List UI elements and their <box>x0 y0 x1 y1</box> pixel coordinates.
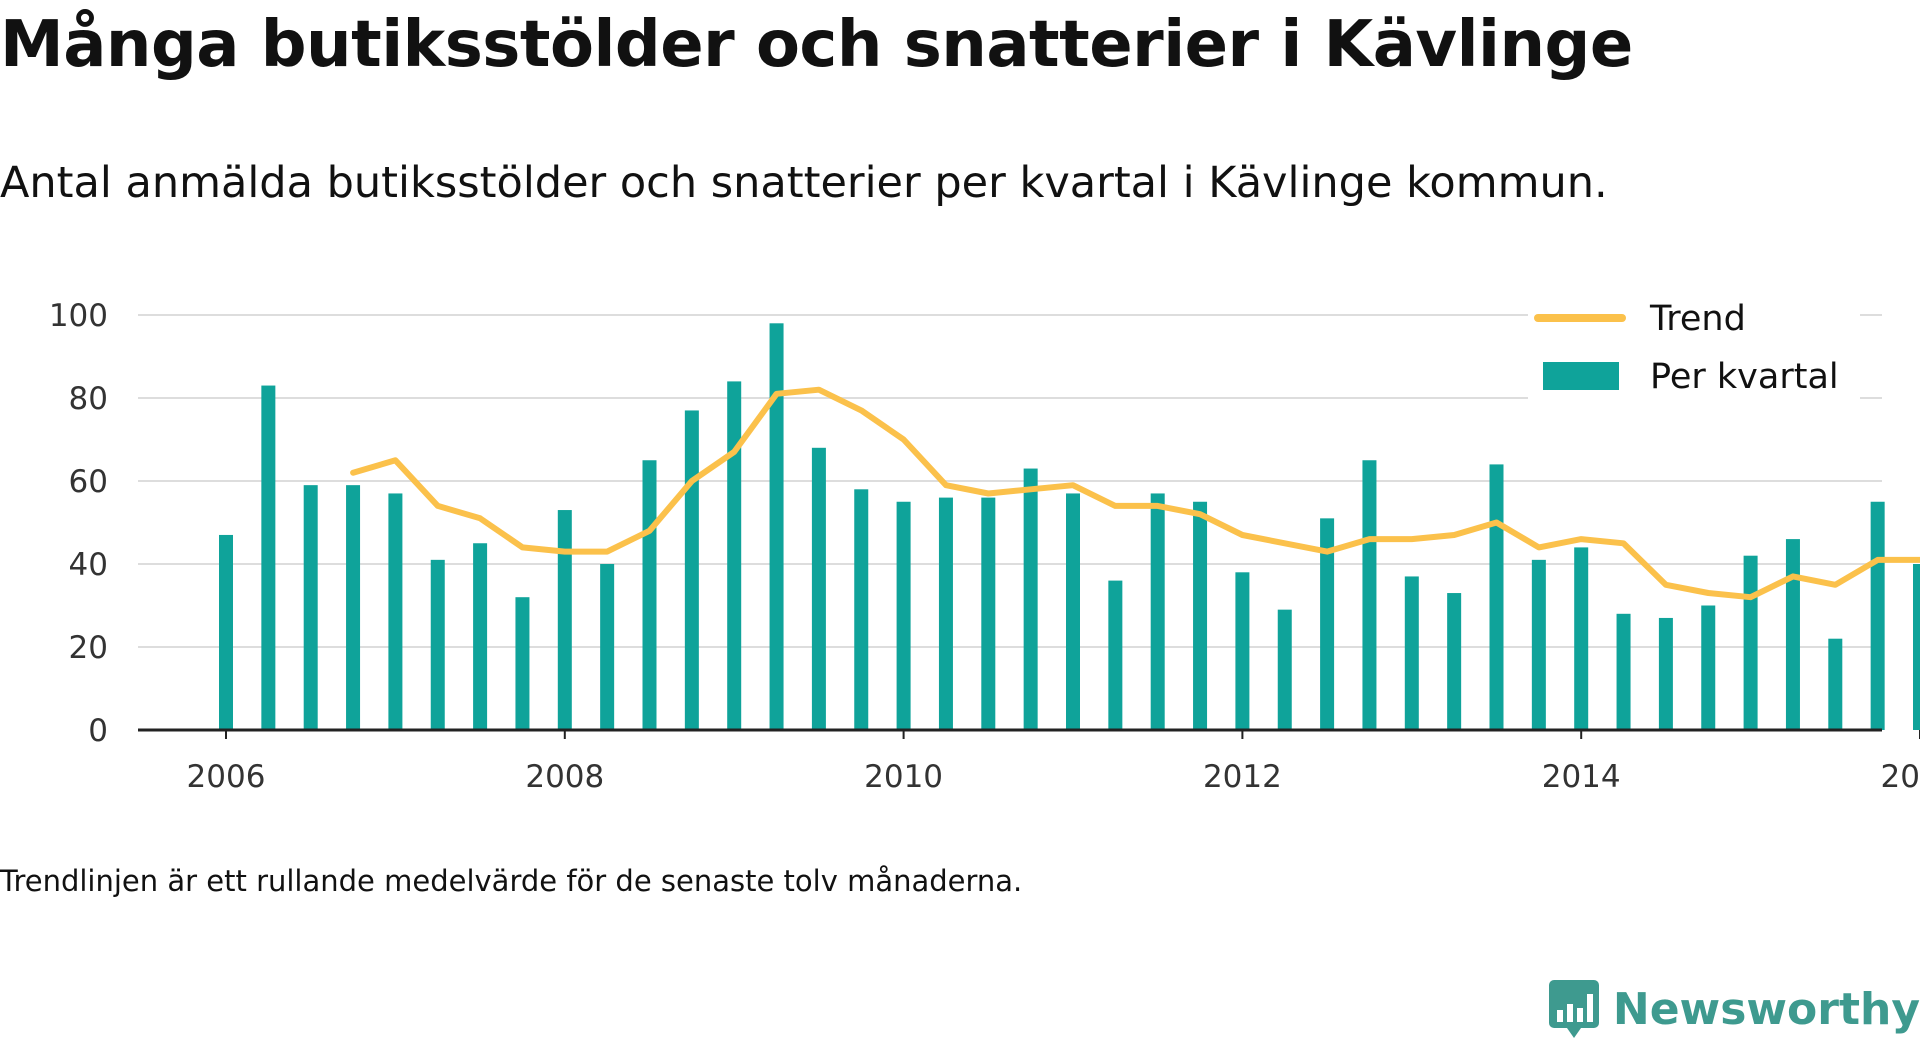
x-axis-ticks: 2006200820102012201420162018202020222024 <box>187 730 1920 795</box>
x-tick-label: 2012 <box>1203 759 1282 795</box>
chart-subtitle: Antal anmälda butiksstölder och snatteri… <box>0 158 1608 208</box>
y-axis-ticks: 0 20 40 60 80 100 <box>49 298 108 749</box>
legend-bars-label: Per kvartal <box>1650 357 1839 397</box>
legend-trend-label: Trend <box>1649 299 1746 339</box>
bar <box>1828 638 1843 730</box>
bar <box>219 534 233 730</box>
bar <box>1785 539 1800 730</box>
legend: Trend Per kvartal <box>1528 292 1860 428</box>
trend-line <box>350 386 1920 601</box>
bar <box>854 489 869 730</box>
bar <box>769 323 784 730</box>
bar <box>811 447 826 730</box>
y-tick-label: 20 <box>69 630 108 666</box>
x-tick-label: 2010 <box>864 759 943 795</box>
y-tick-label: 0 <box>88 713 108 749</box>
chart-area: 0 20 40 60 80 100 2006 2008 2010 2012 2014 2016 20 1… <box>49 292 1920 795</box>
bar <box>727 381 742 730</box>
bar <box>1150 493 1165 730</box>
bar <box>1701 605 1716 730</box>
bar <box>1277 609 1292 730</box>
bar <box>1870 501 1885 730</box>
bar <box>1404 576 1419 730</box>
bar <box>1066 493 1080 730</box>
bar <box>1320 518 1335 730</box>
bar <box>981 497 996 730</box>
x-tick-label: 2008 <box>525 759 604 795</box>
bar <box>1531 559 1546 730</box>
newsworthy-logo-icon <box>1548 980 1599 1038</box>
bar <box>303 485 318 730</box>
legend-bar-swatch <box>1543 362 1619 390</box>
bar <box>346 485 361 730</box>
bar <box>1574 547 1589 730</box>
bar <box>1447 593 1462 730</box>
y-tick-label: 100 <box>49 298 108 334</box>
bar <box>1913 564 1920 730</box>
bar <box>1616 613 1631 730</box>
bar <box>1108 580 1123 730</box>
trend-line-group <box>350 386 1920 601</box>
brand: Newsworthy <box>1548 980 1920 1038</box>
y-tick-label: 80 <box>69 381 108 417</box>
bar <box>1235 572 1250 730</box>
bar <box>642 460 657 730</box>
footnote: Trendlinjen är ett rullande medelvärde f… <box>0 864 1023 898</box>
bar <box>938 497 953 730</box>
bar <box>1489 464 1504 730</box>
bar <box>473 543 488 730</box>
x-tick-label: 2016 <box>1881 759 1920 795</box>
x-tick-label: 2014 <box>1542 759 1621 795</box>
bar <box>515 597 530 730</box>
bar <box>1658 617 1673 730</box>
bar <box>1193 501 1208 730</box>
bar <box>1023 468 1038 730</box>
brand-name: Newsworthy <box>1612 983 1920 1035</box>
bar <box>896 501 911 730</box>
bar <box>1743 555 1758 730</box>
bar <box>1362 460 1377 730</box>
y-tick-label: 40 <box>69 547 108 583</box>
bar <box>600 564 615 730</box>
chart-title: Många butiksstölder och snatterier i Käv… <box>0 8 1633 82</box>
bar <box>430 559 445 730</box>
bar <box>261 385 276 730</box>
bar <box>557 510 572 730</box>
bars-per-kvartal <box>219 323 1920 730</box>
bar <box>388 493 403 730</box>
y-tick-label: 60 <box>69 464 108 500</box>
bar <box>684 410 699 730</box>
x-tick-label: 2006 <box>187 759 266 795</box>
